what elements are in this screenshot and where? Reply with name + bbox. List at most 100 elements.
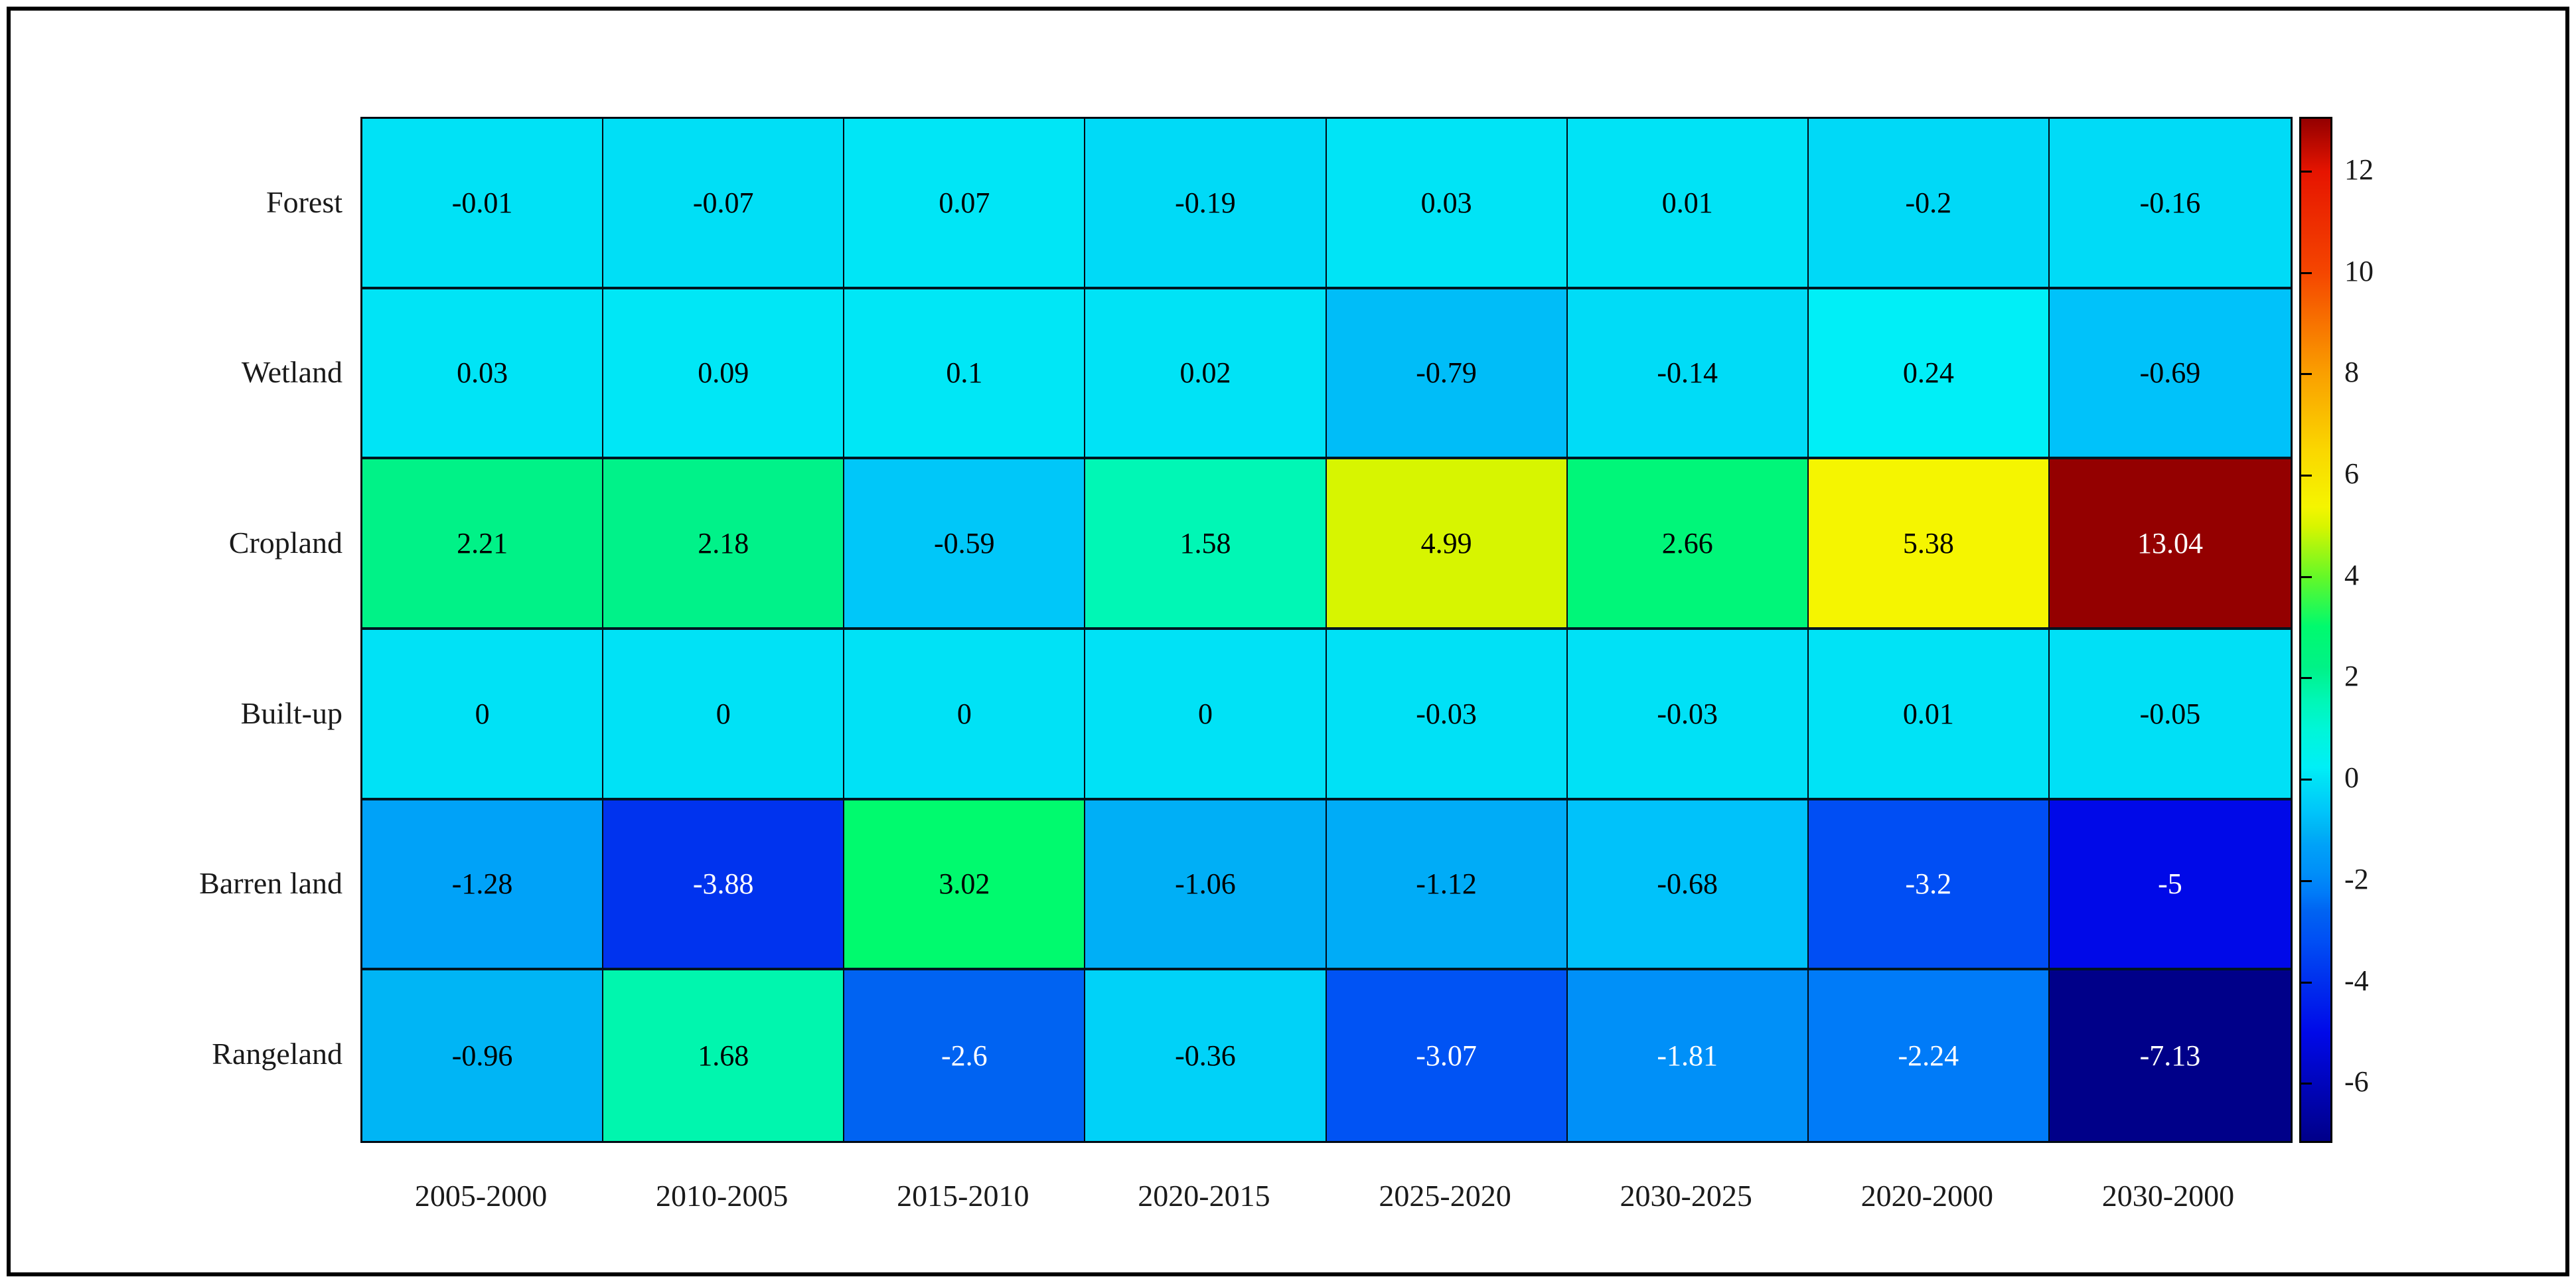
cell-value: 2.18 (698, 527, 749, 560)
cell-value: 0.02 (1179, 356, 1231, 390)
heatmap-cell: 0 (362, 629, 604, 800)
column-label: 2020-2015 (1138, 1178, 1270, 1213)
colorbar-tick (2301, 879, 2312, 882)
cell-value: 3.02 (939, 868, 990, 901)
colorbar-tick (2301, 475, 2312, 477)
colorbar-tick-label: 2 (2344, 660, 2359, 693)
colorbar-tick-label: 4 (2344, 558, 2359, 591)
heatmap-cell: -3.2 (1808, 800, 2050, 971)
heatmap-cell: -0.05 (2049, 629, 2291, 800)
cell-value: -0.79 (1416, 356, 1477, 390)
cell-value: -3.07 (1416, 1039, 1477, 1073)
cell-value: 1.58 (1179, 527, 1231, 560)
figure-frame: Forest Wetland Cropland Built-up Barren land… (7, 7, 2569, 1276)
cell-value: 4.99 (1420, 527, 1472, 560)
column-label: 2025-2020 (1379, 1178, 1511, 1213)
cell-value: -0.19 (1175, 186, 1236, 219)
cell-value: -0.16 (2139, 186, 2201, 219)
cell-value: -1.28 (451, 868, 513, 901)
column-label: 2030-2000 (2101, 1178, 2235, 1213)
heatmap-cell: -0.03 (1567, 629, 1809, 800)
colorbar-tick-label: 0 (2344, 761, 2359, 794)
cell-value: 0.24 (1902, 356, 1954, 390)
heatmap-cell: 2.21 (362, 459, 604, 630)
heatmap-cell: -0.19 (1085, 119, 1327, 289)
row-label: Rangeland (212, 1037, 342, 1071)
heatmap-cell: -0.79 (1326, 289, 1568, 460)
heatmap-cell: -0.07 (603, 119, 845, 289)
heatmap-cell: -0.59 (844, 459, 1086, 630)
row-label: Forest (266, 185, 342, 219)
heatmap-cell: 13.04 (2049, 459, 2291, 630)
heatmap-cell: 0 (1085, 629, 1327, 800)
row-label: Built-up (240, 696, 342, 730)
cell-value: 0 (1197, 697, 1213, 730)
cell-value: 2.21 (457, 527, 508, 560)
colorbar-tick (2301, 575, 2312, 578)
cell-value: 5.38 (1902, 527, 1954, 560)
heatmap-cell: -3.07 (1326, 970, 1568, 1141)
column-label: 2030-2025 (1620, 1178, 1752, 1213)
colorbar-tick-label: -2 (2344, 862, 2369, 895)
cell-value: -5 (2158, 868, 2182, 901)
column-label: 2010-2005 (656, 1178, 789, 1213)
heatmap-cell: 0.01 (1567, 119, 1809, 289)
heatmap-cell: -1.28 (362, 800, 604, 971)
cell-value: -0.07 (692, 186, 754, 219)
heatmap-cell: -0.36 (1085, 970, 1327, 1141)
colorbar-tick (2301, 677, 2312, 680)
cell-value: -0.68 (1657, 868, 1718, 901)
heatmap-cell: 1.58 (1085, 459, 1327, 630)
colorbar (2299, 117, 2332, 1143)
heatmap-cell: 0 (603, 629, 845, 800)
cell-value: 0.03 (1420, 186, 1472, 219)
heatmap-cell: 2.18 (603, 459, 845, 630)
colorbar-tick (2301, 170, 2312, 173)
cell-value: -0.59 (933, 527, 995, 560)
heatmap-cell: -0.03 (1326, 629, 1568, 800)
heatmap-cell: -0.68 (1567, 800, 1809, 971)
cell-value: -2.6 (941, 1039, 988, 1073)
heatmap-cell: -5 (2049, 800, 2291, 971)
cell-value: 0.03 (457, 356, 508, 390)
heatmap-cell: 1.68 (603, 970, 845, 1141)
cell-value: 0.01 (1902, 697, 1954, 730)
cell-value: 0 (475, 697, 490, 730)
cell-value: 0 (716, 697, 731, 730)
cell-value: 0.01 (1661, 186, 1713, 219)
colorbar-tick (2301, 1083, 2312, 1085)
heatmap-cell: 5.38 (1808, 459, 2050, 630)
heatmap-cell: -0.69 (2049, 289, 2291, 460)
heatmap-cell: 0 (844, 629, 1086, 800)
cell-value: -3.2 (1905, 868, 1952, 901)
heatmap-cell: -1.12 (1326, 800, 1568, 971)
heatmap-cell: -2.24 (1808, 970, 2050, 1141)
heatmap-cell: 0.02 (1085, 289, 1327, 460)
heatmap-cell: -3.88 (603, 800, 845, 971)
cell-value: -1.81 (1657, 1039, 1718, 1073)
colorbar-tick-label: 12 (2344, 153, 2374, 186)
cell-value: 2.66 (1661, 527, 1713, 560)
colorbar-tick-label: 10 (2344, 254, 2374, 287)
cell-value: -0.69 (2139, 356, 2201, 390)
colorbar-gradient (2301, 119, 2330, 1141)
colorbar-tick (2301, 779, 2312, 781)
cell-value: -0.03 (1657, 697, 1718, 730)
cell-value: -0.05 (2139, 697, 2201, 730)
cell-value: -0.96 (451, 1039, 513, 1073)
cell-value: 0.09 (698, 356, 749, 390)
heatmap-cell: -0.96 (362, 970, 604, 1141)
colorbar-tick-label: -4 (2344, 964, 2369, 997)
heatmap-cell: -0.01 (362, 119, 604, 289)
heatmap-cell: 0.24 (1808, 289, 2050, 460)
heatmap-cell: 3.02 (844, 800, 1086, 971)
cell-value: -3.88 (692, 868, 754, 901)
heatmap-cell: -0.14 (1567, 289, 1809, 460)
cell-value: 13.04 (2137, 527, 2203, 560)
cell-value: -7.13 (2139, 1039, 2201, 1073)
colorbar-tick (2301, 271, 2312, 274)
heatmap-cell: -2.6 (844, 970, 1086, 1141)
row-label: Wetland (241, 355, 342, 390)
heatmap-cell: 0.03 (1326, 119, 1568, 289)
colorbar-tick (2301, 373, 2312, 376)
